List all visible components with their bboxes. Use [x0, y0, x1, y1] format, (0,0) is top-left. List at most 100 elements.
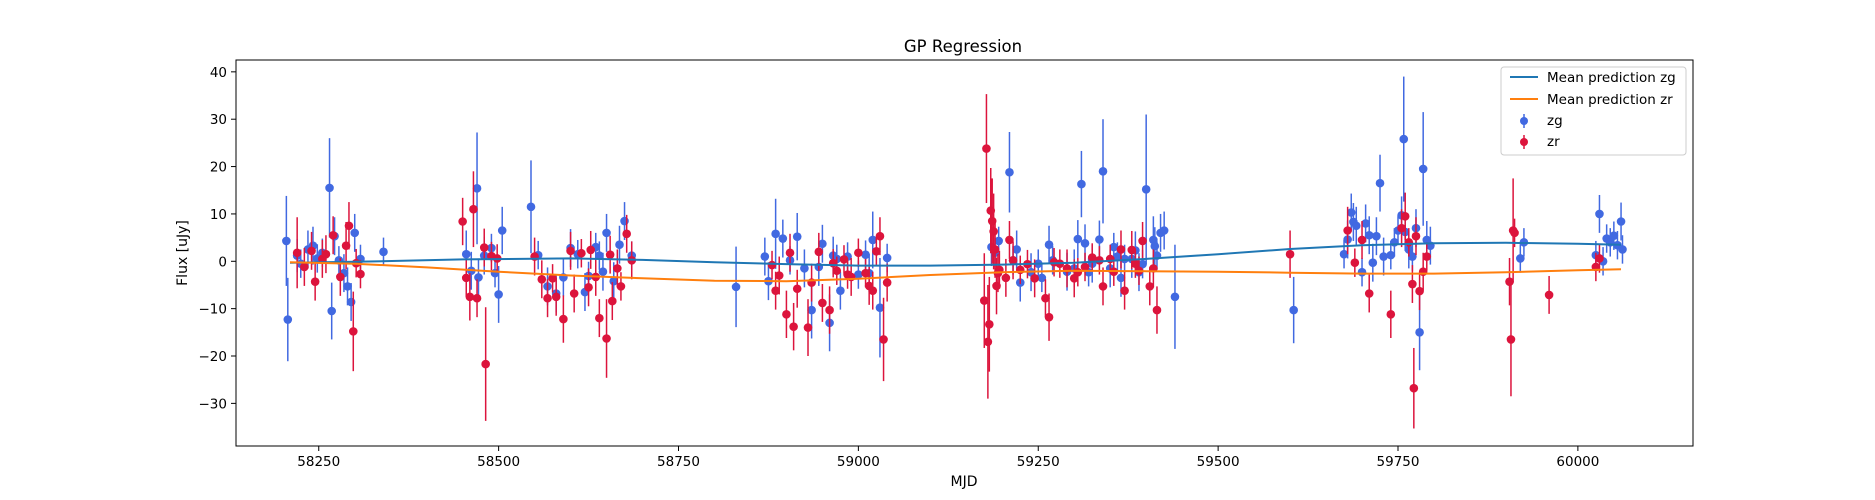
data-point-zr [1120, 286, 1129, 295]
data-point-zr [1397, 223, 1406, 233]
data-point-zr [1080, 262, 1090, 272]
data-point-zr [1041, 293, 1050, 303]
data-point-zr [537, 274, 547, 284]
data-point-zr [990, 245, 1000, 254]
data-point-zr [814, 247, 824, 257]
data-point-zr [1350, 258, 1360, 268]
data-point-zr [1145, 282, 1155, 291]
data-point-zr [472, 293, 482, 303]
data-point-zg [1609, 231, 1619, 241]
y-tick-label: −10 [199, 302, 228, 318]
data-point-zr [1544, 290, 1554, 300]
y-tick-label: 30 [210, 112, 227, 128]
data-point-zg [1408, 252, 1417, 261]
data-point-zg [1170, 292, 1180, 302]
data-point-zg [325, 183, 334, 193]
data-point-zg [792, 232, 802, 241]
plot-frame [235, 59, 1694, 447]
data-point-zg [868, 235, 878, 245]
data-point-zg [1595, 209, 1604, 219]
data-point-zr [1044, 312, 1054, 322]
y-axis-label: Flux [uJy] [175, 220, 191, 286]
data-point-zr [879, 335, 888, 344]
data-point-zr [825, 305, 834, 315]
chart-title: GP Regression [904, 37, 1022, 56]
data-point-zg [1098, 167, 1108, 176]
x-axis: 58250 58500 58750 59000 59250 59500 59750 60000 [297, 446, 1599, 470]
data-point-zg [1357, 267, 1367, 277]
data-point-zr [782, 310, 791, 319]
data-point-zg [1113, 252, 1122, 261]
data-point-zr [1116, 245, 1126, 254]
data-point-zr [854, 248, 863, 258]
data-point-zg [1616, 217, 1626, 226]
data-point-zr [1152, 305, 1162, 315]
y-tick-label: 0 [218, 254, 227, 270]
data-point-zg [350, 228, 360, 238]
data-point-zg [861, 250, 870, 259]
data-point-zr [792, 284, 802, 294]
data-point-zr [548, 274, 557, 283]
data-point-zr [1409, 383, 1419, 393]
data-point-zr [566, 246, 575, 256]
data-point-zr [344, 221, 354, 231]
data-point-zr [1030, 274, 1039, 283]
data-point-zr [1285, 249, 1295, 259]
data-point-zr [818, 298, 827, 308]
data-point-zr [979, 296, 989, 305]
data-point-zg [615, 240, 624, 250]
data-point-zr [608, 296, 617, 306]
legend-label-mean-zg: Mean prediction zg [1547, 70, 1676, 86]
data-point-zr [1005, 235, 1014, 245]
data-point-zg [1289, 305, 1298, 315]
data-point-zr [832, 266, 842, 276]
x-tick-label: 59500 [1197, 454, 1240, 470]
data-point-zr [1357, 235, 1367, 245]
legend-label-zr: zr [1547, 134, 1560, 150]
x-tick-label: 59750 [1377, 454, 1420, 470]
data-point-zg [595, 251, 604, 260]
data-point-zg [818, 239, 827, 249]
data-point-zr [1411, 231, 1421, 241]
data-point-zr [595, 313, 604, 323]
data-point-zg [1379, 252, 1388, 261]
data-point-zg [1372, 231, 1381, 241]
data-point-zr [767, 260, 777, 270]
y-tick-label: −30 [199, 396, 228, 412]
data-point-zg [343, 282, 352, 291]
data-point-zr [1506, 335, 1516, 344]
data-point-zr [785, 248, 795, 258]
data-point-zr [328, 230, 338, 240]
data-point-zg [1386, 250, 1396, 260]
data-point-zr [1095, 256, 1104, 265]
data-point-zr [481, 359, 490, 369]
data-point-zg [283, 315, 293, 324]
data-point-zg [1080, 238, 1090, 248]
data-point-zr [310, 277, 320, 286]
data-point-zg [778, 234, 788, 243]
data-point-zg [1044, 240, 1054, 250]
legend-swatch-zr [1520, 135, 1528, 149]
data-point-zg [1012, 245, 1021, 254]
data-point-zg [1116, 273, 1126, 283]
x-tick-label: 58250 [297, 454, 340, 470]
data-point-zg [282, 236, 291, 246]
data-point-zr [616, 282, 626, 291]
data-point-zg [800, 264, 809, 273]
data-point-zr [1595, 254, 1604, 263]
data-point-zr [543, 293, 552, 303]
data-point-zr [465, 292, 475, 302]
data-point-zg [1077, 179, 1086, 189]
legend-swatch-zg [1520, 114, 1528, 128]
data-point-zr [356, 269, 365, 279]
data-point-zr [584, 283, 593, 292]
data-point-zr [882, 278, 892, 287]
y-axis: −30 −20 −10 0 10 20 30 40 [199, 65, 236, 412]
mean-prediction-zg-line [289, 241, 1622, 267]
data-point-zr [1364, 289, 1374, 298]
data-point-zr [469, 204, 478, 214]
legend-label-zg: zg [1547, 113, 1563, 129]
data-point-zr [1386, 310, 1396, 319]
data-point-zr [771, 286, 780, 295]
data-point-zr [336, 272, 345, 282]
